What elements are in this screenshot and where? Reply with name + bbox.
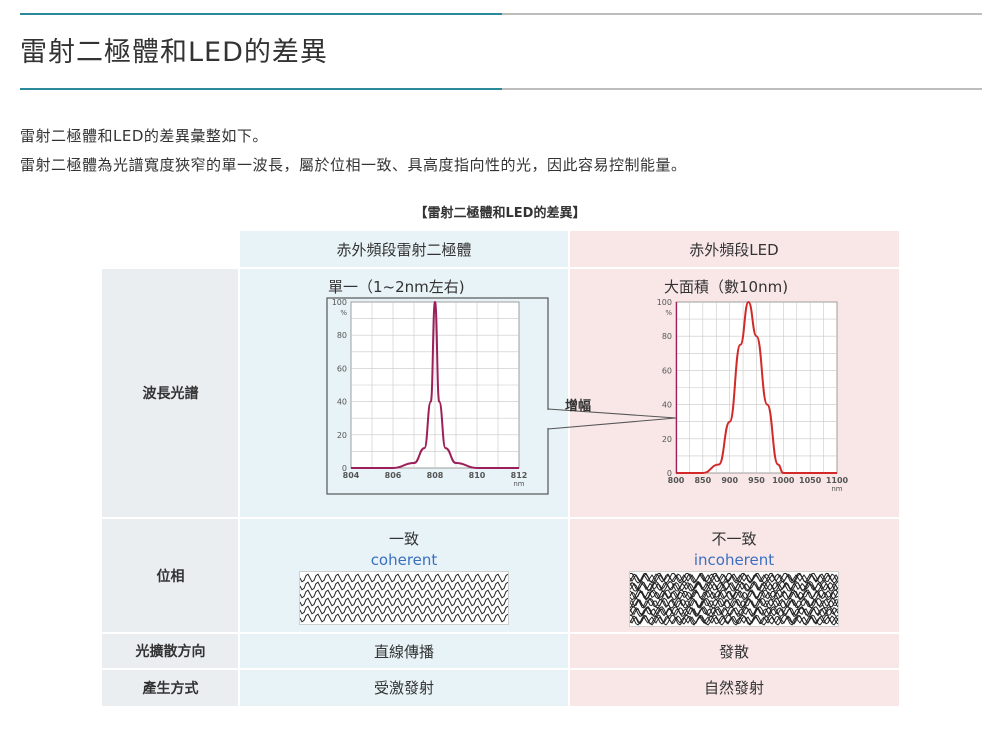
table-corner-cell bbox=[102, 231, 239, 268]
top-divider-accent bbox=[20, 13, 502, 15]
table-hline-2 bbox=[102, 517, 899, 519]
wave-line bbox=[629, 572, 839, 584]
wave-line bbox=[629, 581, 839, 592]
wave-line bbox=[629, 600, 839, 606]
direction-laser: 直線傳播 bbox=[239, 633, 569, 669]
col-header-laser: 赤外頻段雷射二極體 bbox=[239, 231, 569, 268]
spectrum-led-cell bbox=[569, 268, 899, 518]
row-label-phase: 位相 bbox=[102, 518, 239, 633]
col-header-led: 赤外頻段LED bbox=[569, 231, 899, 268]
page-title: 雷射二極體和LED的差異 bbox=[20, 37, 328, 68]
table-caption: 【雷射二極體和LED的差異】 bbox=[414, 206, 586, 221]
table-hline-4 bbox=[102, 668, 899, 670]
title-underline bbox=[20, 88, 982, 90]
phase-laser-text: 一致 bbox=[388, 530, 419, 548]
incoherent-wave-image bbox=[629, 571, 839, 627]
wave-line bbox=[299, 597, 509, 607]
phase-led-en: incoherent bbox=[693, 551, 775, 569]
wave-line bbox=[299, 605, 509, 615]
intro-paragraph-1: 雷射二極體和LED的差異彙整如下。 bbox=[20, 127, 268, 145]
comparison-table: 赤外頻段雷射二極體 赤外頻段LED 波長光譜 位相 一致 coherent 不一… bbox=[102, 231, 899, 706]
intro-paragraph-2: 雷射二極體為光譜寬度狹窄的單一波長，屬於位相一致、具高度指向性的光，因此容易控制… bbox=[20, 156, 687, 174]
coherent-wave-image bbox=[299, 571, 509, 625]
title-underline-accent bbox=[20, 88, 502, 90]
wave-line bbox=[629, 597, 839, 609]
wave-line bbox=[299, 573, 509, 583]
table-vline-2 bbox=[568, 231, 570, 706]
incoherent-waves bbox=[629, 572, 839, 626]
table-hline-1 bbox=[102, 267, 899, 269]
wave-line bbox=[299, 613, 509, 623]
wave-line bbox=[299, 581, 509, 591]
spectrum-laser-cell bbox=[239, 268, 569, 518]
phase-laser-en: coherent bbox=[370, 551, 438, 569]
table-hline-3 bbox=[102, 632, 899, 634]
wave-line bbox=[629, 589, 839, 601]
phase-led-text: 不一致 bbox=[711, 530, 757, 548]
wave-line bbox=[629, 580, 839, 592]
row-label-direction: 光擴散方向 bbox=[102, 633, 239, 669]
direction-led: 發散 bbox=[569, 633, 899, 669]
wave-line bbox=[629, 582, 839, 591]
row-label-method: 產生方式 bbox=[102, 669, 239, 706]
wave-line bbox=[299, 589, 509, 599]
coherent-waves bbox=[299, 573, 509, 623]
top-divider bbox=[20, 13, 982, 15]
wave-line bbox=[629, 616, 839, 624]
wave-line bbox=[629, 574, 839, 582]
method-led: 自然發射 bbox=[569, 669, 899, 706]
row-label-spectrum: 波長光譜 bbox=[102, 268, 239, 518]
wave-line bbox=[629, 606, 839, 618]
table-vline-1 bbox=[238, 231, 240, 706]
wave-line bbox=[629, 614, 839, 626]
method-laser: 受激發射 bbox=[239, 669, 569, 706]
